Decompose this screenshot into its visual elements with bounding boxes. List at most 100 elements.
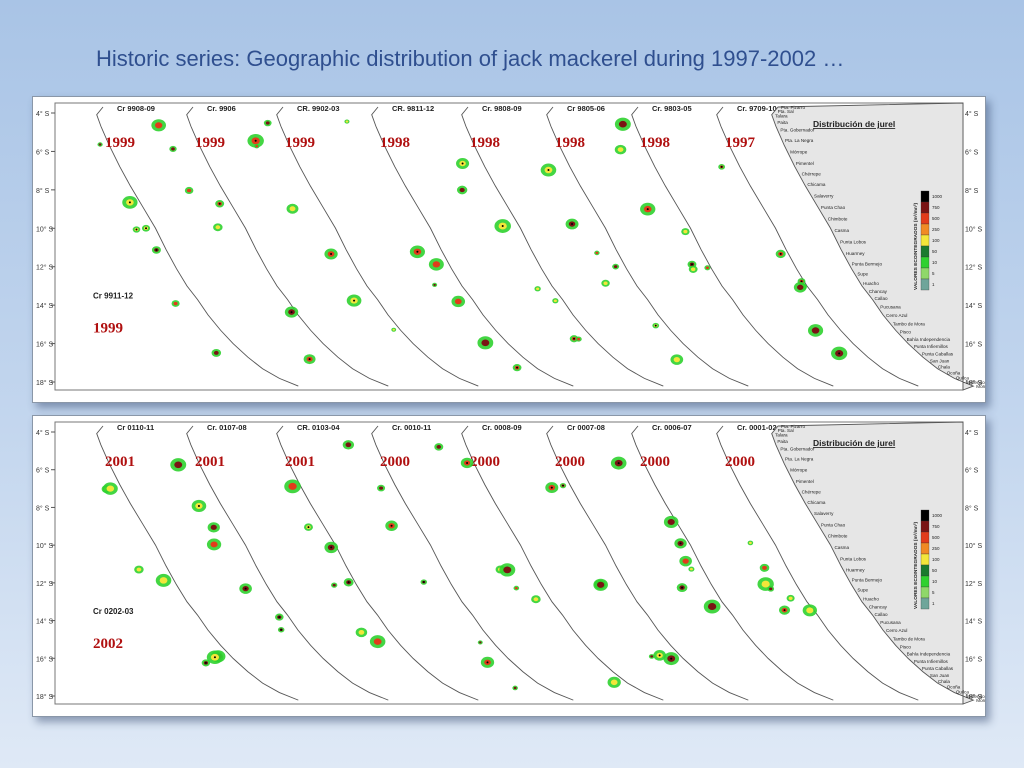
- lat-label-right: 16° S: [965, 341, 983, 349]
- legend-tick: 500: [932, 216, 940, 221]
- fish-patch-peak: [800, 280, 803, 283]
- lat-label-right: 4° S: [965, 110, 979, 118]
- place-name: Chala: [938, 679, 950, 684]
- coastline: [716, 106, 919, 387]
- legend-swatch: [920, 542, 930, 555]
- legend-axis-label: VALORES ECOINTEGRADOS (m²/mn²): [913, 203, 919, 290]
- place-name: Pta. La Negra: [785, 457, 814, 462]
- legend-tick: 100: [932, 557, 940, 562]
- bottom-map-series: 4° S 4° S 6° S 6° S 8° S 8° S 10° S 10° S 12° S 1…: [36, 421, 985, 705]
- fish-patch-core: [610, 679, 618, 686]
- fish-patch-core: [769, 587, 773, 591]
- reference-land: [771, 421, 975, 705]
- cruise-year: 1999: [105, 135, 135, 151]
- place-name: Punta Lobos: [840, 240, 867, 245]
- fish-patch-core: [513, 686, 517, 690]
- place-name: Punta Infiernillos: [914, 659, 949, 664]
- lat-label-left: 18° S: [36, 693, 54, 701]
- fish-patch-core: [432, 261, 441, 268]
- legend-tick: 1000: [932, 194, 943, 199]
- fish-patch-core: [689, 567, 693, 571]
- fish-patch-core: [613, 265, 618, 269]
- legend-swatch: [920, 234, 930, 247]
- legend-tick: 500: [932, 535, 940, 540]
- fish-patch-peak: [720, 165, 723, 168]
- cruise-label: Cr. 0010-11: [392, 423, 431, 432]
- fish-patch-core: [618, 120, 627, 128]
- cruise-year: 1999: [195, 135, 225, 151]
- place-name: Mollendo: [966, 380, 985, 385]
- legend-tick: 100: [932, 238, 940, 243]
- fish-patch-core: [617, 147, 624, 153]
- cruise-label: Cr 0007-08: [567, 423, 605, 432]
- coastline: [716, 425, 919, 701]
- bottom-map-panel: 4° S 4° S 6° S 6° S 8° S 8° S 10° S 10° S 12° S 1…: [32, 415, 986, 717]
- coastline: [371, 106, 574, 387]
- place-name: Chicama: [807, 182, 826, 187]
- lat-label-left: 10° S: [36, 225, 54, 233]
- extra-cruise-year: 2002: [93, 636, 123, 652]
- place-name: Pta. La Negra: [785, 138, 814, 143]
- fish-patch-core: [345, 442, 352, 448]
- lat-label-right: 18° S: [965, 693, 983, 701]
- fish-patch-peak: [280, 628, 283, 631]
- place-name: Chérrepe: [802, 489, 822, 494]
- place-name: Bahía Independencia: [907, 337, 951, 342]
- fish-patch-peak: [145, 227, 148, 230]
- cruise-label: Cr 0110-11: [117, 423, 154, 432]
- legend-swatch: [920, 553, 930, 566]
- top-map-panel: 4° S 4° S 6° S 6° S 8° S 8° S 10° S 10° S 12° S 1…: [32, 96, 986, 403]
- fish-patch-core: [288, 482, 297, 490]
- legend-swatch: [920, 223, 930, 236]
- cruise-year: 2000: [555, 454, 585, 470]
- place-name: Quilca: [956, 690, 969, 695]
- place-name: Punta Chao: [821, 522, 846, 527]
- fish-patch-core: [213, 350, 219, 355]
- place-name: Supe: [857, 271, 868, 276]
- legend-tick: 750: [932, 205, 940, 210]
- legend-swatch: [920, 190, 930, 203]
- lat-label-right: 12° S: [965, 264, 983, 272]
- place-name: Pimentel: [796, 479, 814, 484]
- place-name: Casma: [834, 228, 849, 233]
- place-name: Pta. Pizarro: [781, 424, 805, 429]
- coastline: [546, 106, 749, 387]
- cruise-year: 2000: [725, 454, 755, 470]
- extra-cruise-year: 1999: [93, 320, 123, 336]
- cruise-year: 1998: [380, 135, 410, 151]
- legend-swatch: [920, 531, 930, 544]
- fish-patch-core: [159, 577, 168, 584]
- fish-patch-peak: [308, 358, 311, 361]
- fish-patch-peak: [155, 248, 158, 251]
- fish-patch-core: [553, 299, 557, 303]
- place-name: Punta Caballas: [922, 352, 954, 357]
- fish-patch-core: [806, 607, 814, 614]
- lat-label-left: 16° S: [36, 655, 54, 663]
- coastline: [546, 425, 749, 701]
- coastline: [371, 425, 574, 701]
- cruise-year: 1998: [555, 135, 585, 151]
- fish-patch-core: [761, 580, 770, 588]
- place-name: Pucusana: [880, 620, 901, 625]
- legend-tick: 10: [932, 260, 938, 265]
- fish-patch-core: [171, 147, 175, 151]
- lat-label-right: 10° S: [965, 225, 983, 233]
- cruise-label: Cr 9805-06: [567, 104, 605, 113]
- fish-patch-core: [707, 603, 717, 611]
- legend-swatch: [920, 245, 930, 258]
- lat-label-left: 14° S: [36, 618, 54, 626]
- place-name: Pta. Sal: [778, 109, 794, 114]
- lat-label-right: 6° S: [965, 467, 979, 475]
- fish-patch-peak: [658, 654, 661, 657]
- fish-patch-peak: [204, 661, 207, 664]
- fish-patch-peak: [422, 581, 425, 584]
- place-name: Morro Sama: [976, 698, 985, 703]
- fish-patch-peak: [550, 486, 553, 489]
- legend-axis-label: VALORES ECOINTEGRADOS (m²/mn²): [913, 522, 919, 609]
- place-name: Cerro Azul: [886, 628, 907, 633]
- legend-swatch: [920, 575, 930, 588]
- lat-label-left: 4° S: [36, 110, 50, 118]
- cruise-label: Cr. 9803-05: [652, 104, 692, 113]
- coastline: [96, 425, 299, 701]
- fish-patch-core: [481, 339, 490, 347]
